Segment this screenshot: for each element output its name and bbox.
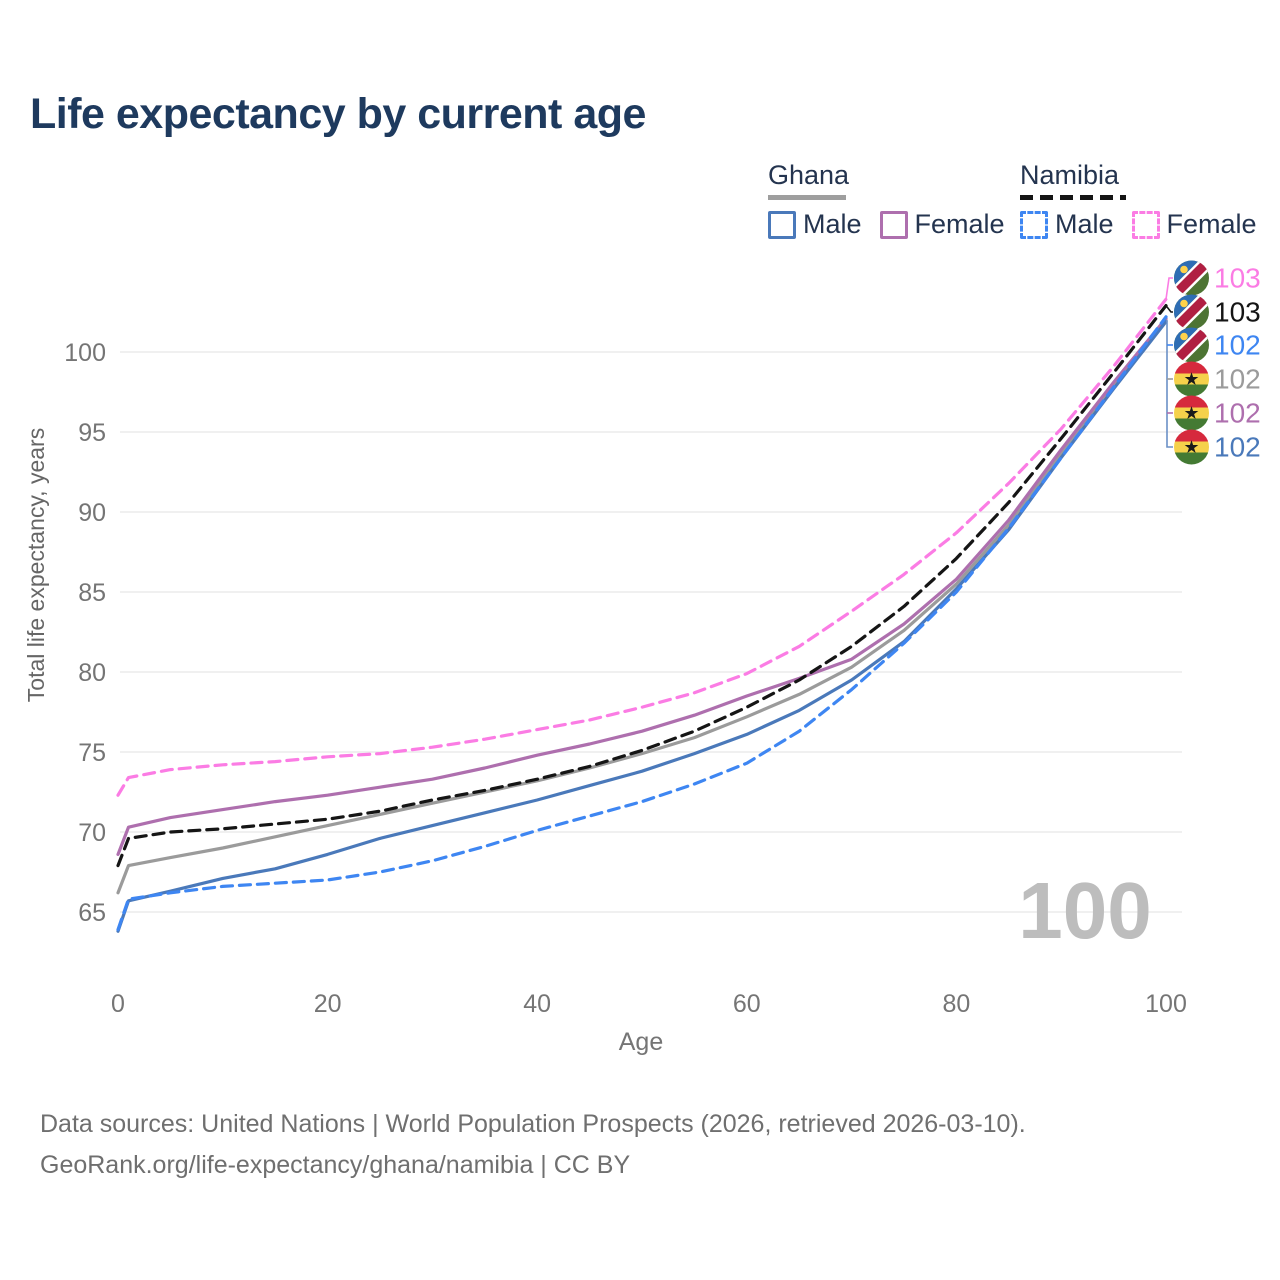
leader-cluster-bracket [1166, 320, 1173, 448]
legend-linestyle-ghana [768, 195, 846, 200]
end-value-ghana-female: 102 [1214, 398, 1261, 429]
age-watermark: 100 [1018, 866, 1151, 955]
legend-country-namibia[interactable]: Namibia [1020, 160, 1120, 190]
y-tick-75: 75 [78, 739, 106, 767]
ghana-female-swatch-icon [879, 210, 908, 239]
series-line-namibia-female[interactable] [116, 297, 1168, 797]
leader-namibia-both [1165, 305, 1173, 313]
footer-attribution: Data sources: United Nations | World Pop… [40, 1104, 1026, 1186]
x-tick-0: 0 [111, 990, 125, 1018]
y-tick-70: 70 [78, 819, 106, 847]
end-value-namibia-female: 103 [1214, 263, 1261, 294]
x-tick-20: 20 [314, 990, 342, 1018]
end-value-ghana-male: 102 [1214, 432, 1261, 463]
legend-label-namibia-male: Male [1055, 209, 1114, 239]
end-value-namibia-both-sexes: 103 [1214, 297, 1261, 328]
y-tick-85: 85 [78, 579, 106, 607]
namibia-female-swatch-icon [1131, 210, 1160, 239]
legend-country-ghana[interactable]: Ghana [768, 160, 850, 190]
y-tick-80: 80 [78, 659, 106, 687]
legend-item-namibia-male[interactable]: Male [1020, 209, 1114, 240]
leader-namibia-female [1165, 277, 1173, 300]
legend-item-ghana-male[interactable]: Male [768, 209, 862, 240]
end-value-namibia-male: 102 [1214, 330, 1261, 361]
page-title: Life expectancy by current age [30, 90, 646, 138]
ghana-flag-icon [1174, 362, 1209, 397]
series-line-namibia-male[interactable] [116, 315, 1168, 932]
ghana-flag-icon [1174, 396, 1209, 431]
x-tick-60: 60 [733, 990, 761, 1018]
series-line-namibia-both-sexes[interactable] [116, 304, 1168, 868]
legend-group-namibia: Namibia Male Female [1020, 160, 1275, 240]
legend-group-ghana: Ghana Male Female [768, 160, 1023, 240]
legend-label-ghana-female: Female [914, 209, 1005, 239]
footer-data-sources: Data sources: United Nations | World Pop… [40, 1110, 1026, 1138]
namibia-male-swatch-icon [1020, 210, 1048, 239]
x-axis-title: Age [619, 1028, 663, 1056]
series-line-ghana-male[interactable] [116, 320, 1168, 933]
x-tick-80: 80 [942, 990, 970, 1018]
y-tick-95: 95 [78, 419, 106, 447]
series-line-ghana-female[interactable] [116, 316, 1168, 857]
end-value-ghana-both-sexes: 102 [1214, 364, 1261, 395]
legend-item-namibia-female[interactable]: Female [1131, 209, 1257, 240]
y-tick-90: 90 [78, 499, 106, 527]
y-axis-title: Total life expectancy, years [23, 428, 49, 702]
y-tick-100: 100 [64, 339, 106, 367]
ghana-male-swatch-icon [768, 210, 796, 239]
x-tick-40: 40 [523, 990, 551, 1018]
legend-item-ghana-female[interactable]: Female [879, 209, 1005, 240]
ghana-flag-icon [1174, 430, 1209, 465]
series-line-ghana-both-sexes[interactable] [116, 318, 1168, 895]
y-tick-65: 65 [78, 899, 106, 927]
legend-label-ghana-male: Male [803, 209, 862, 239]
legend-label-namibia-female: Female [1166, 209, 1257, 239]
legend-linestyle-namibia [1020, 195, 1126, 200]
footer-url-license[interactable]: GeoRank.org/life-expectancy/ghana/namibi… [40, 1151, 631, 1179]
x-tick-100: 100 [1145, 990, 1187, 1018]
